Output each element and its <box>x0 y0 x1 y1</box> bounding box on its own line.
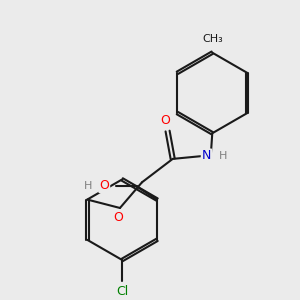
Text: H: H <box>219 151 227 161</box>
Text: O: O <box>99 179 109 192</box>
Text: Cl: Cl <box>116 285 128 298</box>
Text: H: H <box>84 181 92 190</box>
Text: N: N <box>202 149 211 163</box>
Text: O: O <box>160 114 170 127</box>
Text: O: O <box>113 211 123 224</box>
Text: CH₃: CH₃ <box>202 34 223 44</box>
